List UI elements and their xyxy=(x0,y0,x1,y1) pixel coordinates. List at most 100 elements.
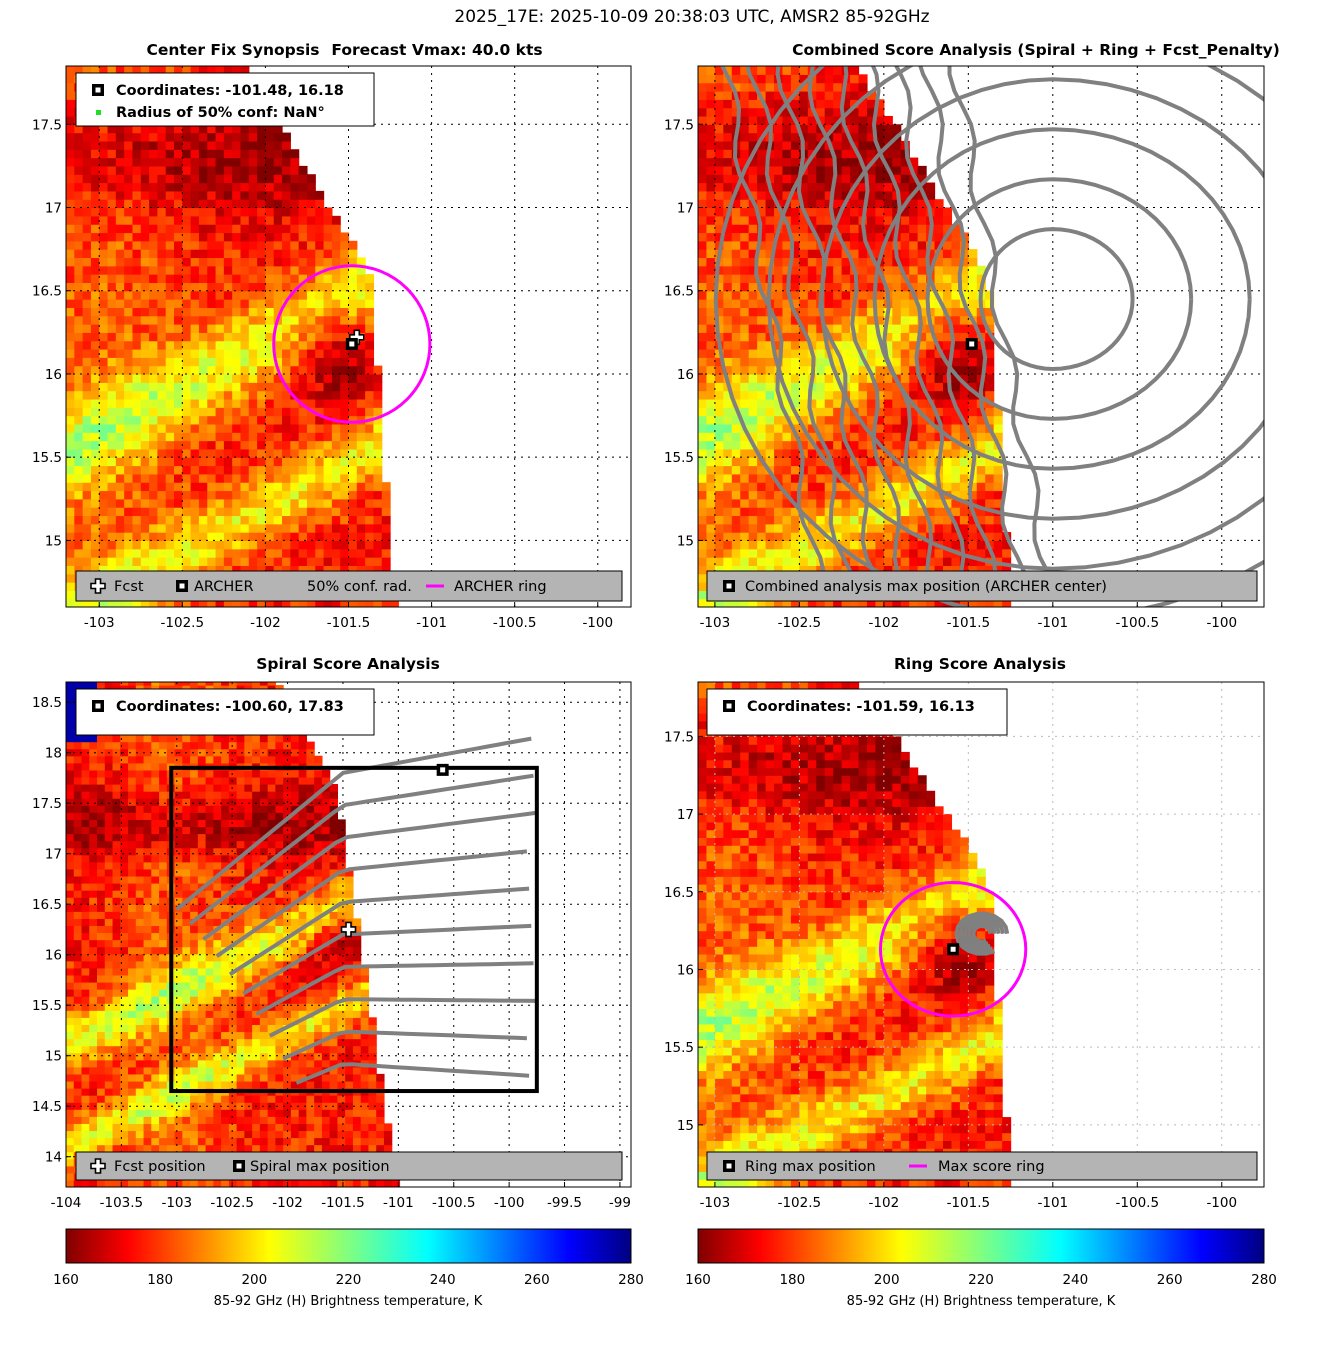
heatmap-cell xyxy=(774,423,784,433)
heatmap-cell xyxy=(900,557,910,566)
heatmap-cell xyxy=(824,432,834,442)
heatmap-cell xyxy=(198,390,208,400)
heatmap-cell xyxy=(790,415,800,425)
heatmap-cell xyxy=(174,448,183,458)
heatmap-cell xyxy=(82,66,92,75)
heatmap-cell xyxy=(99,299,109,308)
heatmap-cell xyxy=(706,66,716,75)
heatmap-cell xyxy=(298,365,308,375)
heatmap-cell xyxy=(215,548,225,558)
heatmap-cell xyxy=(275,1137,284,1146)
heatmap-cell xyxy=(298,523,308,533)
heatmap-cell xyxy=(900,515,910,525)
heatmap-cell xyxy=(190,157,200,167)
heatmap-cell xyxy=(723,307,733,317)
heatmap-cell xyxy=(215,332,225,342)
heatmap-cell xyxy=(66,498,75,508)
heatmap-cell xyxy=(833,440,843,450)
heatmap-cell xyxy=(824,490,834,500)
heatmap-cell xyxy=(782,357,792,367)
heatmap-cell xyxy=(315,448,325,458)
heatmap-cell xyxy=(306,240,316,250)
heatmap-cell xyxy=(73,1137,83,1146)
heatmap-cell xyxy=(373,532,383,542)
heatmap-cell xyxy=(190,457,200,467)
heatmap-cell xyxy=(959,448,969,458)
heatmap-cell xyxy=(165,507,175,517)
heatmap-cell xyxy=(315,465,325,475)
heatmap-cell xyxy=(340,357,350,367)
heatmap-cell xyxy=(132,523,142,533)
heatmap-cell xyxy=(290,415,300,425)
heatmap-cell xyxy=(858,440,868,450)
heatmap-cell xyxy=(82,557,92,566)
heatmap-cell xyxy=(215,182,225,192)
heatmap-cell xyxy=(315,373,325,383)
heatmap-cell xyxy=(82,165,92,175)
heatmap-cell xyxy=(816,515,826,525)
heatmap-cell xyxy=(790,82,800,92)
heatmap-cell xyxy=(337,1144,346,1153)
heatmap-cell xyxy=(315,398,325,408)
heatmap-cell xyxy=(143,1179,152,1187)
heatmap-cell xyxy=(157,182,167,192)
heatmap-cell xyxy=(198,598,208,607)
heatmap-cell xyxy=(306,548,316,558)
heatmap-cell xyxy=(165,249,175,259)
heatmap-cell xyxy=(157,207,167,217)
heatmap-cell xyxy=(824,99,834,109)
heatmap-cell xyxy=(841,598,851,607)
x-tick-label: -101.5 xyxy=(327,615,371,631)
heatmap-cell xyxy=(207,373,217,383)
heatmap-cell xyxy=(337,1137,346,1146)
heatmap-cell xyxy=(149,149,158,159)
heatmap-cell xyxy=(232,557,242,566)
heatmap-cell xyxy=(850,482,860,492)
heatmap-cell xyxy=(215,357,225,367)
heatmap-cell xyxy=(323,307,333,317)
heatmap-cell xyxy=(959,565,969,575)
heatmap-cell xyxy=(182,548,192,558)
heatmap-cell xyxy=(959,357,969,367)
heatmap-cell xyxy=(985,432,995,442)
heatmap-cell xyxy=(221,1123,230,1132)
heatmap-cell xyxy=(66,124,75,134)
heatmap-cell xyxy=(340,373,350,383)
heatmap-cell xyxy=(140,66,150,75)
heatmap-cell xyxy=(356,324,366,333)
heatmap-cell xyxy=(74,532,84,542)
heatmap-cell xyxy=(934,365,944,375)
heatmap-cell xyxy=(128,1137,137,1146)
heatmap-cell xyxy=(82,407,92,417)
heatmap-cell xyxy=(81,1130,90,1139)
heatmap-cell xyxy=(182,149,192,159)
heatmap-cell xyxy=(790,382,800,392)
heatmap-cell xyxy=(198,365,208,375)
heatmap-cell xyxy=(207,490,217,500)
heatmap-cell xyxy=(198,340,208,350)
heatmap-cell xyxy=(765,473,775,483)
heatmap-cell xyxy=(182,274,192,283)
heatmap-cell xyxy=(198,498,208,508)
heatmap-cell xyxy=(223,157,233,167)
heatmap-cell xyxy=(850,507,860,517)
heatmap-cell xyxy=(315,265,325,275)
heatmap-cell xyxy=(248,465,258,475)
heatmap-cell xyxy=(740,190,750,200)
heatmap-cell xyxy=(323,473,333,483)
heatmap-cell xyxy=(66,215,75,225)
heatmap-cell xyxy=(917,415,927,425)
heatmap-cell xyxy=(99,324,109,333)
heatmap-cell xyxy=(774,432,784,442)
heatmap-cell xyxy=(340,390,350,400)
heatmap-cell xyxy=(799,490,809,500)
heatmap-cell xyxy=(985,332,995,342)
heatmap-cell xyxy=(74,149,84,159)
heatmap-cell xyxy=(232,132,242,142)
heatmap-cell xyxy=(248,457,258,467)
heatmap-cell xyxy=(248,415,258,425)
heatmap-cell xyxy=(723,299,733,308)
heatmap-cell xyxy=(833,74,843,84)
heatmap-cell xyxy=(942,415,953,425)
heatmap-cell xyxy=(115,182,125,192)
